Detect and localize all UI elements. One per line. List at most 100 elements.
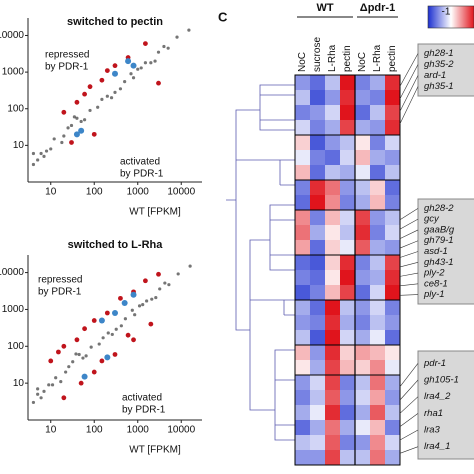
- column-label: NoC: [357, 52, 368, 72]
- heatmap-cell: [340, 300, 356, 316]
- annotation: by PDR-1: [38, 287, 82, 298]
- heatmap-cell: [310, 285, 326, 301]
- gene-leader: [399, 251, 419, 258]
- data-point: [69, 123, 74, 128]
- heatmap-cell: [385, 90, 401, 106]
- data-point: [61, 343, 67, 349]
- heatmap-cell: [340, 450, 356, 466]
- gene-label: ply-1: [423, 289, 445, 300]
- gene-label: lra3: [424, 425, 441, 436]
- heatmap-cell: [355, 360, 371, 376]
- data-point: [87, 84, 93, 90]
- gene-label: ce8-1: [424, 278, 448, 289]
- gene-label: gh43-1: [424, 257, 454, 268]
- heatmap-cell: [325, 300, 341, 316]
- heatmap-cell: [340, 105, 356, 121]
- heatmap-cell: [385, 405, 401, 421]
- data-point: [162, 44, 166, 49]
- heatmap-cell: [355, 225, 371, 241]
- data-point: [131, 337, 136, 343]
- data-point: [61, 109, 67, 115]
- heatmap-cell: [340, 135, 356, 151]
- gene-label: gh28-1: [424, 48, 454, 59]
- x-tick-label: 1000: [127, 187, 150, 198]
- heatmap-cell: [295, 225, 311, 241]
- data-point: [48, 358, 54, 364]
- annotation: by PDR-1: [120, 169, 164, 180]
- heatmap-cell: [310, 405, 326, 421]
- heatmap-cell: [310, 255, 326, 271]
- heatmap-cell: [385, 435, 401, 451]
- heatmap-cell: [370, 135, 386, 151]
- heatmap-frame: [294, 74, 401, 466]
- data-point: [145, 299, 149, 303]
- annotation: by PDR-1: [45, 62, 89, 73]
- heatmap-cell: [355, 105, 371, 121]
- data-point: [39, 396, 43, 400]
- heatmap-cell: [370, 120, 386, 136]
- x-tick-label: 10: [45, 187, 57, 198]
- data-point: [75, 116, 79, 120]
- data-point: [52, 137, 56, 141]
- data-point: [47, 383, 51, 387]
- colorbar: [427, 5, 474, 29]
- heatmap-cell: [325, 225, 341, 241]
- gene-leader: [399, 261, 419, 268]
- data-point: [91, 318, 97, 323]
- data-point: [112, 70, 118, 77]
- heatmap-cell: [370, 405, 386, 421]
- heatmap-cell: [385, 165, 401, 181]
- annotation: activated: [120, 157, 160, 168]
- heatmap-cell: [310, 105, 326, 121]
- data-point: [82, 91, 87, 97]
- heatmap-cell: [340, 180, 356, 196]
- data-point: [150, 297, 154, 301]
- data-point: [112, 63, 118, 69]
- heatmap-cell: [370, 105, 386, 121]
- data-point: [91, 369, 97, 375]
- data-point: [143, 41, 148, 47]
- data-point: [118, 87, 123, 91]
- gene-leader: [399, 240, 419, 249]
- heatmap-cell: [355, 255, 371, 271]
- data-point: [56, 349, 61, 355]
- data-point: [82, 118, 87, 122]
- data-point: [61, 395, 67, 401]
- heatmap-cell: [310, 360, 326, 376]
- heatmap-cell: [295, 180, 311, 196]
- data-point: [156, 50, 161, 54]
- heatmap-cell: [295, 450, 311, 466]
- heatmap-cell: [370, 450, 386, 466]
- heatmap-cell: [385, 225, 401, 241]
- y-tick-label: 100: [7, 103, 24, 114]
- heatmap-cell: [325, 285, 341, 301]
- data-point: [50, 383, 55, 387]
- gene-label: ply-2: [423, 268, 445, 279]
- heatmap-cell: [385, 315, 401, 331]
- data-point: [106, 331, 110, 335]
- column-label: pectin: [342, 45, 353, 72]
- heatmap-cell: [385, 390, 401, 406]
- data-point: [96, 105, 100, 109]
- heatmap-cell: [355, 75, 371, 91]
- heatmap-cell: [325, 135, 341, 151]
- data-point: [141, 303, 145, 307]
- data-point: [153, 59, 157, 63]
- data-point: [39, 151, 43, 156]
- heatmap-cell: [295, 210, 311, 226]
- data-point: [67, 365, 71, 369]
- heatmap-cell: [295, 300, 311, 316]
- heatmap-cell: [325, 345, 341, 361]
- data-point: [110, 332, 114, 337]
- column-label: L-Rha: [327, 44, 338, 72]
- data-point: [101, 336, 105, 340]
- data-point: [125, 332, 131, 338]
- heatmap-cell: [370, 210, 386, 226]
- heatmap-cell: [355, 285, 371, 301]
- heatmap-cell: [295, 90, 311, 106]
- y-tick-label: 1000: [2, 304, 25, 315]
- x-axis-label: WT [FPKM]: [129, 445, 181, 456]
- heatmap-cell: [310, 75, 326, 91]
